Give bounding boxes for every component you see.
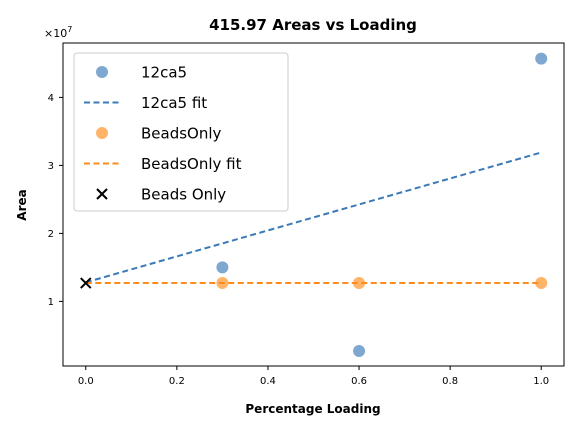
12ca5-point: [216, 261, 229, 274]
x-tick-label: 0.8: [442, 376, 458, 387]
y-tick-label: 1: [48, 297, 54, 308]
beadsonly-point: [216, 277, 229, 290]
legend-label: 12ca5 fit: [141, 94, 207, 112]
y-tick-label: 2: [48, 229, 54, 240]
x-tick-label: 0.4: [260, 376, 276, 387]
x-tick-label: 0.0: [78, 376, 94, 387]
y-tick-label: 3: [48, 161, 54, 172]
plot-frame: [62, 42, 565, 367]
legend-item-12ca5-fit: 12ca5 fit: [84, 94, 207, 112]
x-axis-label: Percentage Loading: [245, 402, 380, 416]
legend-label: BeadsOnly fit: [141, 155, 242, 173]
legend: 12ca5 12ca5 fit BeadsOnly BeadsOnly fit Bead…: [73, 52, 289, 212]
plot-area: [80, 52, 548, 358]
legend-item-beads-only: Beads Only: [96, 186, 226, 204]
y-axis-label: Area: [15, 189, 29, 220]
12ca5-fit-line: [85, 151, 542, 284]
y-axis: 1 2 3 4: [48, 93, 63, 308]
x-axis: 0.0 0.2 0.4 0.6 0.8 1.0: [78, 366, 549, 387]
legend-item-12ca5: 12ca5: [96, 64, 187, 82]
chart-title: 415.97 Areas vs Loading: [209, 16, 417, 34]
legend-swatch: [96, 127, 108, 139]
legend-swatch: [96, 188, 108, 200]
12ca5-point: [535, 52, 548, 65]
x-tick-label: 0.2: [169, 376, 185, 387]
legend-frame: [73, 52, 289, 212]
legend-item-beadsonly: BeadsOnly: [96, 125, 222, 143]
legend-swatch: [96, 66, 108, 78]
legend-label: 12ca5: [141, 64, 187, 82]
x-tick-label: 1.0: [533, 376, 549, 387]
legend-item-beadsonly-fit: BeadsOnly fit: [84, 155, 242, 173]
beads-only-point: [80, 277, 92, 289]
12ca5-point: [353, 345, 366, 358]
y-tick-label: 4: [48, 93, 54, 104]
legend-label: Beads Only: [141, 186, 226, 204]
y-multiplier-exponent: 7: [67, 25, 72, 34]
beadsonly-point: [353, 277, 366, 290]
x-tick-label: 0.6: [351, 376, 367, 387]
y-multiplier-label: ×107: [44, 25, 72, 40]
legend-label: BeadsOnly: [141, 125, 222, 143]
beadsonly-point: [535, 277, 548, 290]
